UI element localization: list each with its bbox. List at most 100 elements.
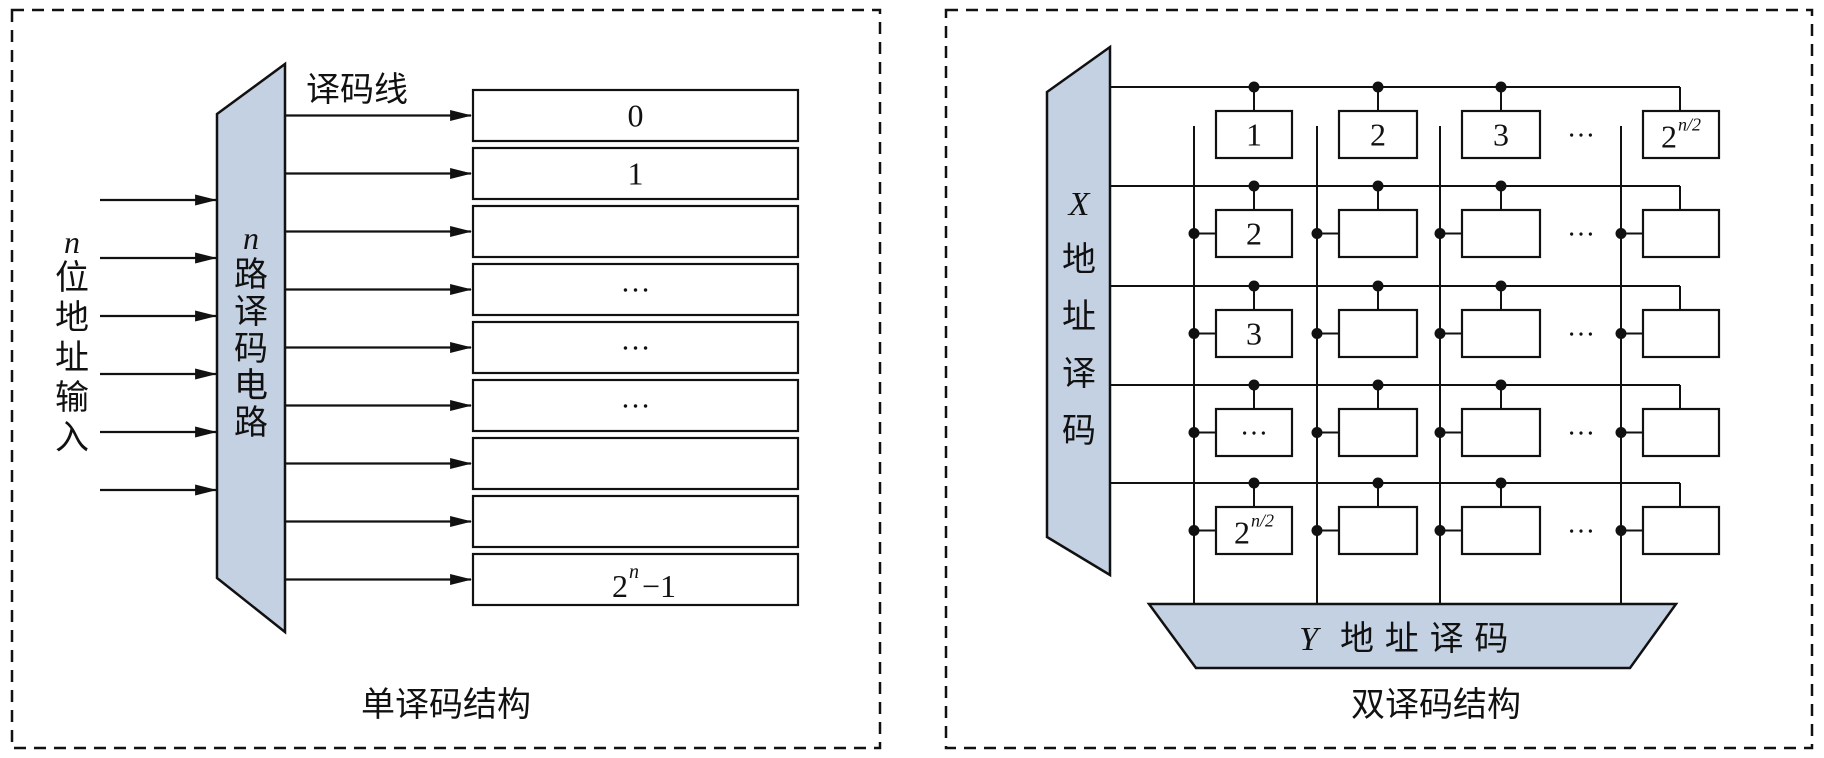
memory-cell	[1641, 109, 1721, 160]
memory-cell	[1214, 208, 1294, 259]
left-panel-border	[10, 8, 882, 750]
junction-dot	[1248, 81, 1260, 93]
right-caption: 双译码结构	[1351, 685, 1521, 725]
junction-dot	[1495, 81, 1507, 93]
x-decoder-char: 址	[1062, 297, 1096, 337]
memory-word-4	[471, 320, 800, 375]
address-input-lines	[100, 194, 218, 496]
memory-word-6	[471, 436, 800, 491]
x-decoder-char: 码	[1062, 411, 1096, 451]
decoder-label-char: 路	[234, 255, 268, 295]
memory-word-5	[471, 378, 800, 433]
power-sup: n/2	[1678, 115, 1701, 135]
last-row-label: 2 n −1	[612, 561, 676, 604]
last-row-sup: n	[629, 561, 639, 583]
memory-word-7	[471, 494, 800, 549]
memory-word-label: …	[621, 324, 651, 357]
column-ellipsis: …	[1567, 212, 1595, 243]
memory-cell	[1641, 407, 1721, 458]
memory-cell	[1641, 308, 1721, 359]
power-base: 2	[1661, 119, 1677, 155]
memory-cell	[1641, 208, 1721, 259]
power-sup: n/2	[1251, 511, 1274, 531]
memory-word-0	[471, 88, 800, 143]
junction-dot	[1372, 477, 1384, 489]
input-label-char: 输	[55, 378, 89, 418]
junction-dot	[1495, 180, 1507, 192]
memory-word-rows: 0 1 … … …	[286, 88, 800, 607]
memory-cell	[1214, 308, 1294, 359]
memory-cell	[1337, 407, 1419, 458]
column-ellipsis: …	[1567, 411, 1595, 442]
junction-dot	[1615, 525, 1627, 536]
junction-dot	[1188, 525, 1200, 536]
left-caption: 单译码结构	[361, 685, 531, 725]
junction-dot	[1188, 328, 1200, 339]
decoder-label-char: 路	[234, 403, 268, 443]
junction-dot	[1248, 379, 1260, 391]
input-n-label: n	[64, 224, 80, 260]
memory-cell-label: 2	[1246, 216, 1262, 252]
n-way-decoder-block	[215, 61, 287, 635]
memory-cell	[1460, 505, 1542, 556]
memory-cell	[1460, 308, 1542, 359]
memory-word-label: 1	[628, 156, 644, 192]
memory-cell	[1337, 208, 1419, 259]
input-label-char: 入	[55, 418, 89, 458]
last-row-base: 2	[612, 568, 628, 604]
x-letter: X	[1067, 186, 1091, 223]
y-address-decoder-block	[1146, 602, 1679, 670]
memory-word-label: …	[621, 382, 651, 415]
junction-dot	[1495, 280, 1507, 292]
junction-dot	[1495, 379, 1507, 391]
memory-cell-label: 3	[1493, 117, 1509, 153]
memory-cell-label: …	[1240, 411, 1268, 442]
junction-dot	[1248, 477, 1260, 489]
junction-dot	[1248, 280, 1260, 292]
input-label-char: 址	[55, 338, 89, 378]
decoder-label-char: 译	[234, 292, 268, 332]
junction-dot	[1434, 427, 1446, 438]
memory-word-label: …	[621, 266, 651, 299]
junction-dot	[1372, 379, 1384, 391]
y-decoder-label: Y 地 址 译 码	[1299, 619, 1508, 659]
junction-dot	[1188, 228, 1200, 239]
junction-dot	[1495, 477, 1507, 489]
junction-dot	[1248, 180, 1260, 192]
input-label-char: 地	[55, 298, 89, 338]
junction-dot	[1311, 228, 1323, 239]
y-letter: Y	[1299, 621, 1321, 658]
x-decoder-char: 译	[1062, 354, 1096, 394]
decode-line-label: 译码线	[306, 70, 408, 110]
memory-cell	[1214, 505, 1294, 556]
memory-cell	[1337, 308, 1419, 359]
junction-dot	[1615, 328, 1627, 339]
junction-dot	[1615, 427, 1627, 438]
input-label-char: 位	[55, 258, 89, 298]
junction-dot	[1372, 180, 1384, 192]
junction-dot	[1311, 328, 1323, 339]
memory-cell	[1641, 505, 1721, 556]
memory-word-1	[471, 146, 800, 201]
x-decoder-char: 地	[1062, 240, 1096, 280]
memory-word-8	[471, 552, 800, 607]
memory-cell-label: 1	[1246, 117, 1262, 153]
memory-word-label: 0	[628, 98, 644, 134]
decoder-n-label: n	[243, 220, 259, 256]
column-ellipsis: …	[1567, 312, 1595, 343]
x-address-decoder-block	[1045, 44, 1112, 578]
junction-dot	[1615, 228, 1627, 239]
y-decoder-text: 地 址 译 码	[1340, 619, 1508, 659]
memory-word-3	[471, 262, 800, 317]
decoder-label-char: 电	[234, 366, 268, 406]
memory-cell-label: 3	[1246, 316, 1262, 352]
memory-cell	[1460, 407, 1542, 458]
last-row-suffix: −1	[642, 568, 676, 604]
memory-cell	[1214, 407, 1294, 458]
